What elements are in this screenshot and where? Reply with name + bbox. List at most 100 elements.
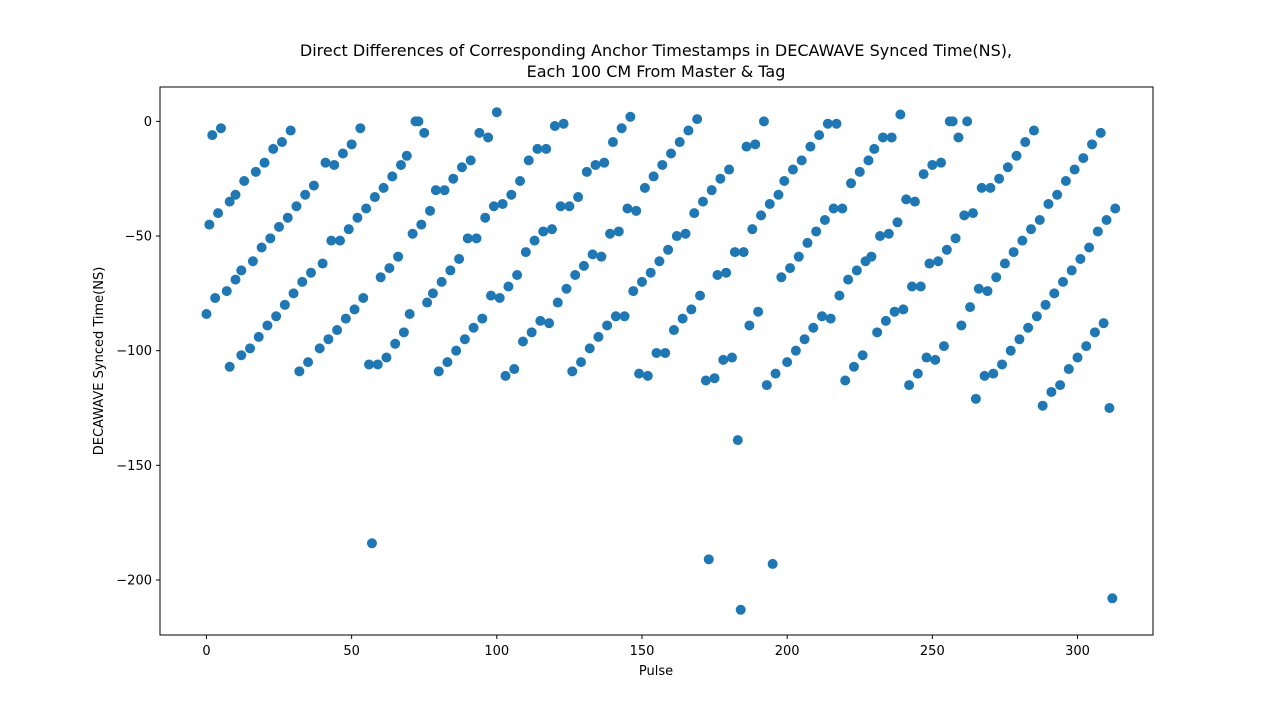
- data-point: [491, 107, 502, 118]
- data-point: [207, 130, 218, 141]
- data-point: [1020, 137, 1031, 148]
- data-point: [814, 130, 825, 141]
- data-point: [848, 361, 859, 372]
- data-point: [689, 208, 700, 219]
- data-point: [358, 292, 369, 303]
- data-point: [259, 157, 270, 168]
- data-point: [796, 155, 807, 166]
- data-point: [546, 224, 557, 235]
- data-point: [750, 139, 761, 150]
- data-point: [544, 318, 555, 329]
- data-point: [625, 111, 636, 122]
- data-point: [1063, 364, 1074, 375]
- x-tick-label: 250: [920, 644, 945, 659]
- data-point: [909, 196, 920, 207]
- data-point: [607, 137, 618, 148]
- data-point: [552, 297, 563, 308]
- data-point: [724, 164, 735, 175]
- data-point: [851, 265, 862, 276]
- data-point: [320, 157, 331, 168]
- data-point: [631, 205, 642, 216]
- data-point: [924, 258, 935, 269]
- data-point: [245, 343, 256, 354]
- data-point: [709, 373, 720, 384]
- data-point: [445, 265, 456, 276]
- data-point: [541, 143, 552, 154]
- data-point: [1092, 226, 1103, 237]
- data-point: [425, 205, 436, 216]
- data-point: [404, 309, 415, 319]
- data-point: [335, 235, 346, 246]
- data-point: [912, 368, 923, 379]
- data-point: [494, 292, 505, 303]
- data-point: [866, 251, 877, 262]
- data-point: [764, 198, 775, 209]
- data-point: [938, 341, 949, 352]
- data-point: [831, 118, 842, 129]
- data-point: [587, 249, 598, 260]
- data-point: [1034, 214, 1045, 225]
- data-point: [486, 290, 496, 301]
- data-point: [785, 263, 796, 274]
- data-point: [663, 244, 674, 255]
- data-point: [520, 247, 531, 258]
- data-point: [808, 322, 819, 333]
- data-point: [666, 148, 677, 159]
- data-point: [262, 320, 273, 331]
- data-point: [753, 306, 764, 317]
- data-point: [744, 320, 755, 331]
- data-point: [567, 366, 578, 377]
- data-point: [471, 233, 482, 244]
- data-point: [1101, 214, 1112, 225]
- y-axis-label: DECAWAVE Synced Time(NS): [92, 267, 107, 456]
- data-point: [300, 189, 311, 200]
- data-point: [427, 288, 438, 299]
- data-point: [561, 283, 572, 294]
- data-point: [465, 155, 476, 166]
- data-point: [288, 288, 299, 299]
- data-point: [1023, 322, 1034, 333]
- data-point: [282, 212, 293, 223]
- data-point: [642, 370, 653, 381]
- data-point: [250, 166, 261, 177]
- data-point: [291, 201, 302, 212]
- data-point: [436, 276, 447, 287]
- data-point: [401, 150, 412, 161]
- data-point: [695, 290, 706, 301]
- data-point: [1066, 265, 1077, 276]
- data-point: [761, 380, 772, 391]
- y-tick-label: −50: [125, 230, 152, 245]
- data-point: [581, 166, 592, 177]
- data-point: [654, 256, 665, 267]
- data-point: [660, 347, 671, 358]
- data-point: [430, 185, 441, 196]
- data-point: [965, 302, 976, 313]
- data-point: [726, 352, 737, 363]
- data-point: [224, 361, 235, 372]
- axes-frame: [159, 86, 1154, 636]
- data-point: [892, 217, 903, 228]
- data-point: [1084, 242, 1095, 253]
- data-point: [1005, 345, 1016, 356]
- data-point: [352, 212, 363, 223]
- data-point: [889, 306, 900, 317]
- data-point: [204, 219, 215, 230]
- data-point: [596, 251, 607, 262]
- data-point: [953, 132, 964, 143]
- data-point: [907, 281, 918, 292]
- data-point: [680, 228, 691, 239]
- x-tick-label: 50: [343, 644, 360, 659]
- data-point: [529, 235, 540, 246]
- data-point: [576, 357, 587, 368]
- data-point: [329, 159, 340, 170]
- data-point: [355, 123, 366, 134]
- data-point: [692, 114, 703, 125]
- data-point: [634, 368, 645, 379]
- data-point: [901, 194, 912, 205]
- data-point: [674, 137, 685, 148]
- data-point: [422, 297, 433, 308]
- data-point: [915, 281, 926, 292]
- data-point: [700, 375, 711, 386]
- data-point: [793, 251, 804, 262]
